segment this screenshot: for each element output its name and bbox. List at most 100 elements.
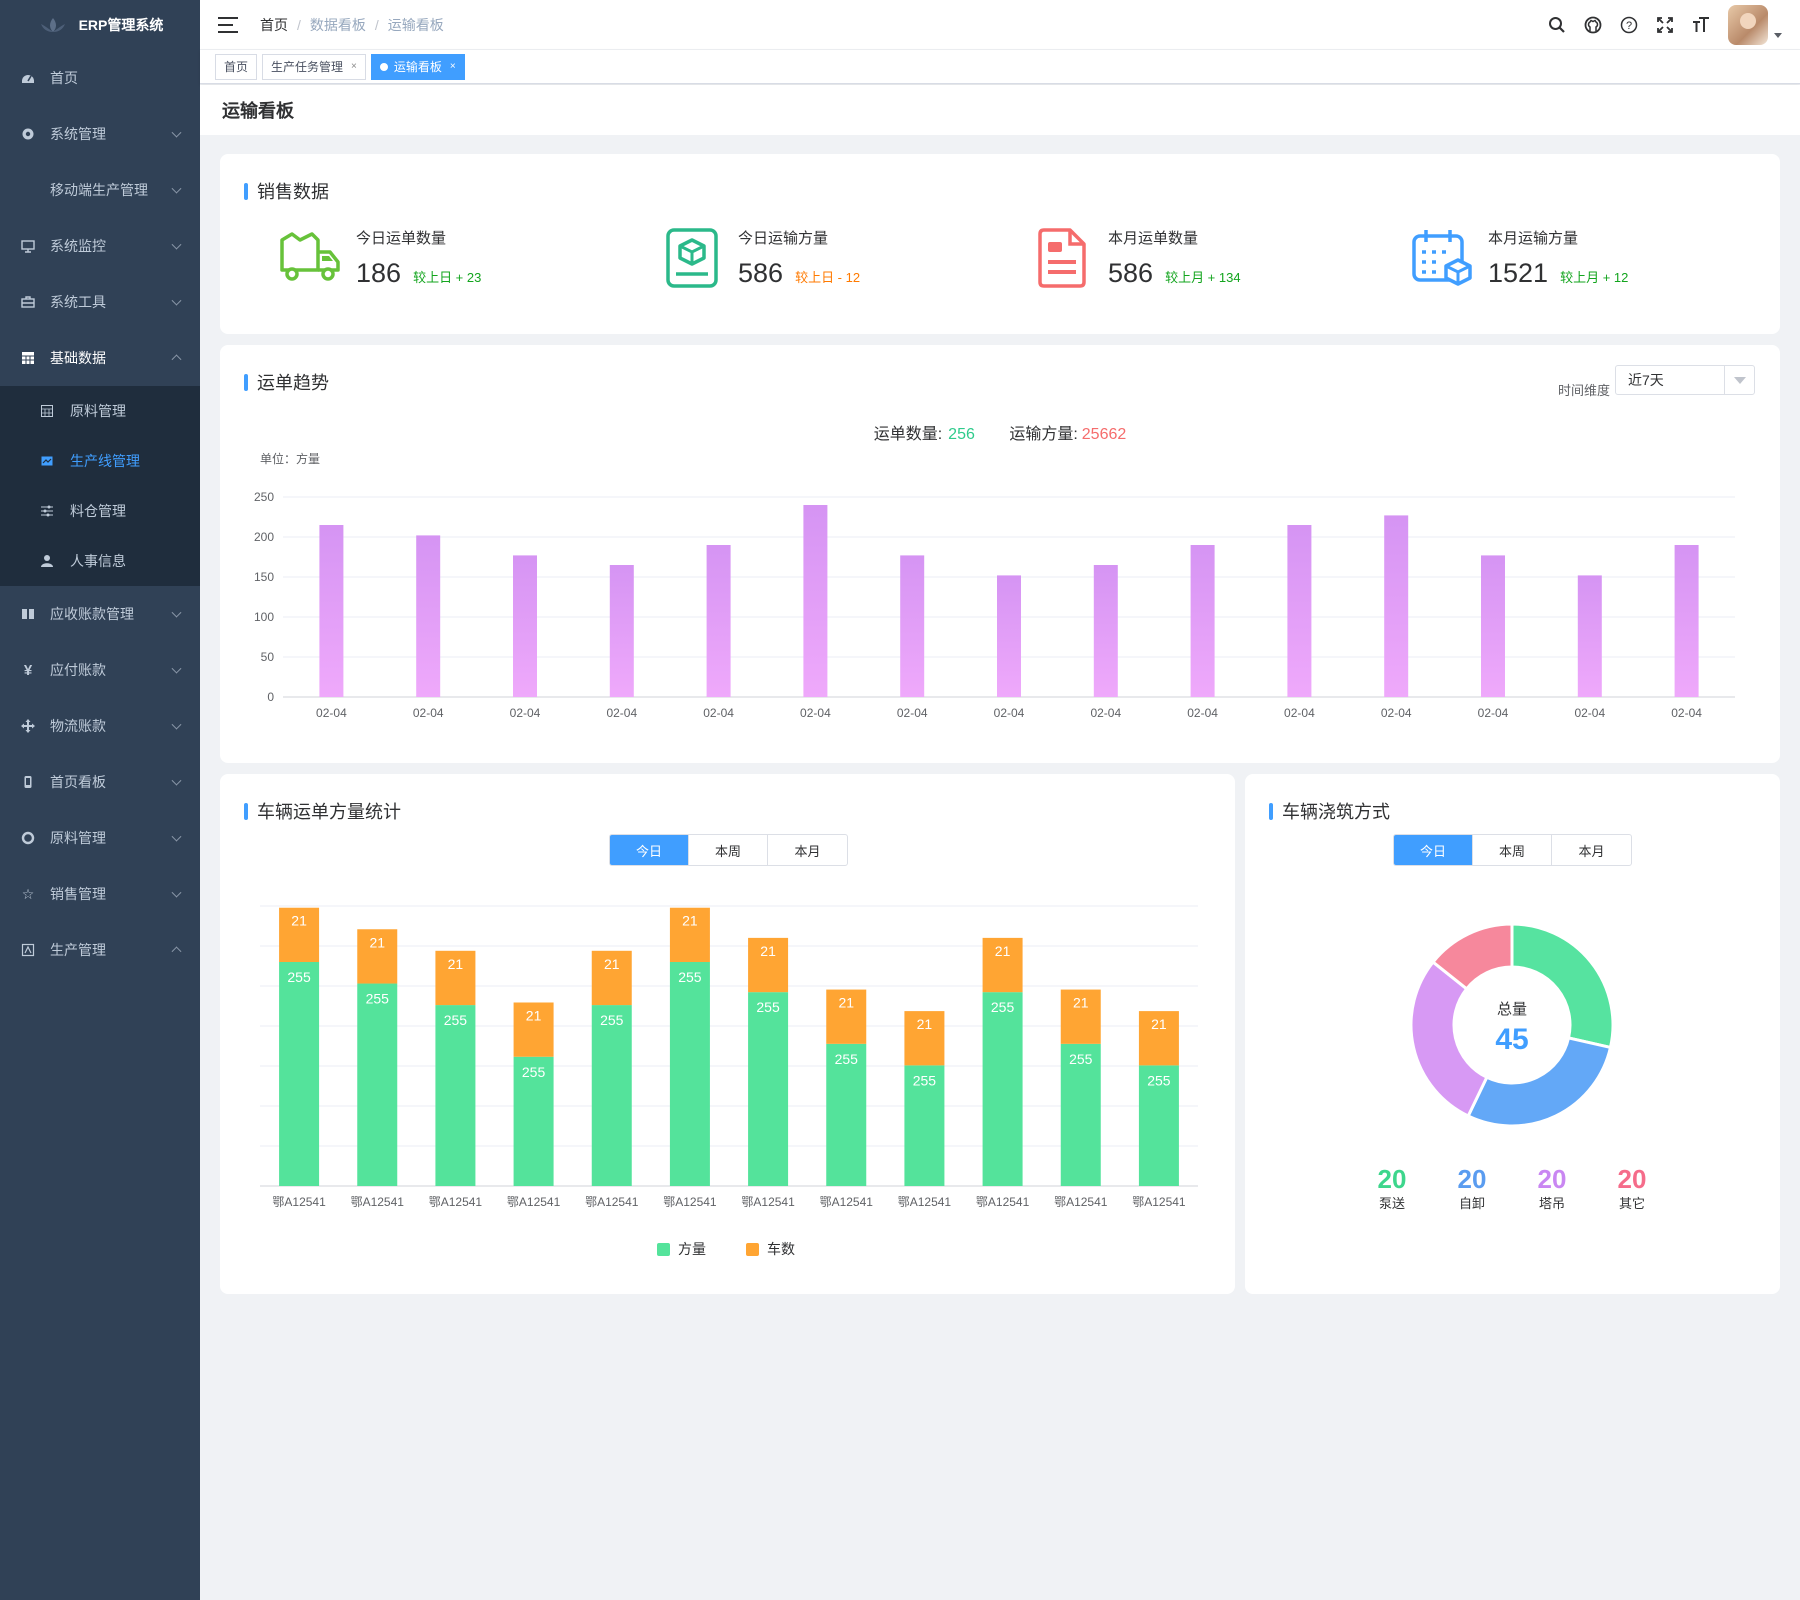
active-dot-icon xyxy=(379,62,388,71)
stat-value: 1521 xyxy=(1488,258,1549,288)
box-book-icon xyxy=(666,228,718,288)
sidebar-item-raw-material[interactable]: 原料管理 xyxy=(0,810,200,866)
stat-value: 586 xyxy=(738,258,784,288)
breadcrumb-separator: / xyxy=(374,16,379,33)
close-icon[interactable]: × xyxy=(351,61,357,72)
breadcrumb-home[interactable]: 首页 xyxy=(260,16,288,33)
chevron-down-icon xyxy=(171,663,182,674)
tag-production-task[interactable]: 生产任务管理 × xyxy=(262,53,366,80)
legend-swatch xyxy=(657,1243,670,1256)
sidebar-item-label: 基础数据 xyxy=(50,350,106,366)
tab-month[interactable]: 本月 xyxy=(1578,843,1605,859)
sidebar-item-home-board[interactable]: 首页看板 xyxy=(0,754,200,810)
y-tick-label: 150 xyxy=(254,570,274,584)
stat-label: 本月运输方量 xyxy=(1488,230,1579,247)
data-label-volume: 255 xyxy=(991,999,1015,1015)
sidebar-item-basic-data[interactable]: 基础数据 xyxy=(0,330,200,386)
sidebar-item-system[interactable]: 系统管理 xyxy=(0,106,200,162)
data-label-volume: 255 xyxy=(1147,1072,1171,1088)
page-title: 运输看板 xyxy=(200,85,1800,135)
x-tick-label: 鄂A12541 xyxy=(663,1195,717,1209)
tag-transport-board[interactable]: 运输看板 × xyxy=(370,53,465,80)
legend-item-trucks[interactable]: 车数 xyxy=(746,1239,795,1259)
data-label-volume: 255 xyxy=(835,1051,859,1067)
sidebar-item-sales[interactable]: ☆ 销售管理 xyxy=(0,866,200,922)
trend-summary: 运单数量: 256 运输方量: 25662 xyxy=(220,420,1780,444)
app-logo[interactable]: ERP管理系统 xyxy=(0,0,200,50)
sidebar-subitem-label: 生产线管理 xyxy=(70,453,140,469)
sidebar-item-tools[interactable]: 系统工具 xyxy=(0,274,200,330)
fullscreen-icon[interactable] xyxy=(1656,16,1674,34)
tab-week[interactable]: 本周 xyxy=(689,835,768,865)
font-size-icon[interactable] xyxy=(1692,16,1710,34)
caret-down-icon[interactable] xyxy=(1724,366,1754,394)
legend-swatch xyxy=(746,1243,759,1256)
tag-label: 生产任务管理 xyxy=(271,60,344,74)
chevron-up-icon xyxy=(171,354,182,365)
lotus-logo-icon xyxy=(40,18,65,32)
mode-stats: 20 泵送 20 自卸 20 塔吊 20 其它 xyxy=(1352,1164,1672,1212)
search-icon[interactable] xyxy=(1548,16,1566,34)
sidebar-item-mobile-production[interactable]: 移动端生产管理 xyxy=(0,162,200,218)
trend-bar xyxy=(1190,545,1215,697)
x-tick-label: 鄂A12541 xyxy=(585,1195,639,1209)
bar-segment-volume xyxy=(904,1065,945,1186)
toolbox-icon xyxy=(20,294,36,310)
data-label-volume: 255 xyxy=(366,991,390,1007)
sidebar-item-home[interactable]: 首页 xyxy=(0,50,200,106)
github-icon[interactable] xyxy=(1584,16,1602,34)
ring-icon xyxy=(20,830,36,846)
dimension-select[interactable]: 近7天 xyxy=(1615,365,1755,395)
trend-bar xyxy=(1093,565,1118,697)
y-tick-label: 0 xyxy=(267,690,274,704)
tag-home[interactable]: 首页 xyxy=(215,53,258,80)
mode-stat-other: 20 其它 xyxy=(1592,1164,1672,1212)
donut-slice xyxy=(1430,922,1514,991)
trend-bar xyxy=(1481,555,1505,697)
grid-icon xyxy=(40,404,54,418)
count-label: 运单数量: xyxy=(873,426,943,443)
app-title: ERP管理系统 xyxy=(78,17,164,33)
chevron-down-icon xyxy=(171,183,182,194)
tab-month[interactable]: 本月 xyxy=(794,843,821,859)
x-tick-label: 02-04 xyxy=(1671,706,1702,720)
close-icon[interactable]: × xyxy=(449,61,456,72)
count-value: 256 xyxy=(948,426,975,443)
sidebar-item-receivable[interactable]: 应收账款管理 xyxy=(0,586,200,642)
sidebar-item-label: 应收账款管理 xyxy=(50,606,134,622)
breadcrumb-dashboard[interactable]: 数据看板 xyxy=(309,16,366,33)
legend-item-volume[interactable]: 方量 xyxy=(657,1239,706,1259)
sidebar-item-label: 物流账款 xyxy=(50,718,106,734)
x-tick-label: 鄂A12541 xyxy=(976,1195,1030,1209)
sidebar-subitem-material[interactable]: 原料管理 xyxy=(0,386,200,436)
chevron-up-icon xyxy=(171,946,182,957)
tab-today[interactable]: 今日 xyxy=(1394,835,1473,865)
tab-today[interactable]: 今日 xyxy=(610,835,689,865)
hamburger-icon[interactable] xyxy=(218,16,238,33)
x-tick-label: 鄂A12541 xyxy=(429,1195,483,1209)
x-tick-label: 02-04 xyxy=(1574,706,1605,720)
trend-bar xyxy=(609,565,634,697)
bar-segment-trucks xyxy=(982,937,1023,993)
sidebar-subitem-silo[interactable]: 料仓管理 xyxy=(0,486,200,536)
tab-week[interactable]: 本周 xyxy=(1473,835,1552,865)
sidebar-item-monitor[interactable]: 系统监控 xyxy=(0,218,200,274)
bar-segment-volume xyxy=(435,1005,476,1186)
sidebar-item-label: 首页看板 xyxy=(50,774,106,790)
x-tick-label: 鄂A12541 xyxy=(507,1195,561,1209)
help-icon[interactable]: ? xyxy=(1620,16,1638,34)
avatar[interactable] xyxy=(1728,5,1768,45)
sidebar-item-logistics[interactable]: 物流账款 xyxy=(0,698,200,754)
bar-segment-volume xyxy=(357,983,398,1186)
sidebar-item-payable[interactable]: ¥ 应付账款 xyxy=(0,642,200,698)
mode-stat-label: 塔吊 xyxy=(1538,1196,1565,1211)
data-label-volume: 255 xyxy=(678,969,702,985)
sidebar-item-production[interactable]: 生产管理 xyxy=(0,922,200,978)
breadcrumb: 首页 / 数据看板 / 运输看板 xyxy=(260,15,444,35)
sidebar-subitem-production-line[interactable]: 生产线管理 xyxy=(0,436,200,486)
x-tick-label: 02-04 xyxy=(1478,706,1509,720)
bar-segment-trucks xyxy=(669,907,710,962)
sidebar-subitem-hr[interactable]: 人事信息 xyxy=(0,536,200,586)
caret-down-icon[interactable] xyxy=(1774,32,1782,38)
bar-segment-trucks xyxy=(1060,989,1101,1044)
